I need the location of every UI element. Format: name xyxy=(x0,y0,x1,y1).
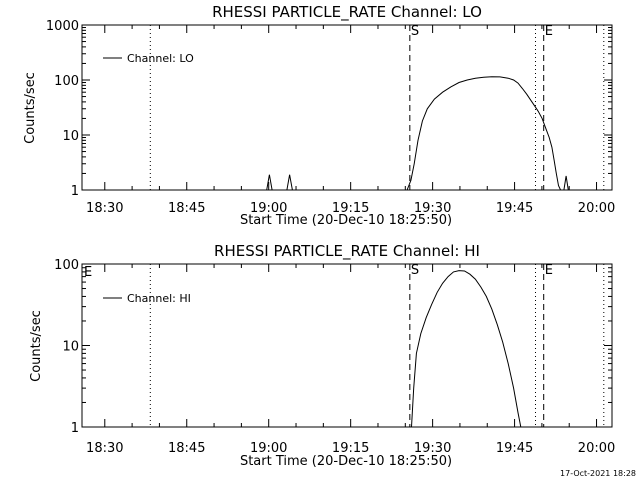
panel-lo-y-label: Counts/sec xyxy=(23,72,38,144)
panel-lo-x-label: Start Time (20-Dec-10 18:25:50) xyxy=(240,213,452,228)
panel-hi-x-label: Start Time (20-Dec-10 18:25:50) xyxy=(240,454,452,469)
panel-hi-y-tick-label-100: 100 xyxy=(54,258,79,273)
panel-hi-x-tick-label: 18:30 xyxy=(86,441,123,456)
panel-lo-series-line-1 xyxy=(286,174,293,191)
panel-lo-x-tick-label: 19:30 xyxy=(414,201,451,216)
panel-lo-x-tick-label: 20:00 xyxy=(578,201,615,216)
panel-hi-legend-label: Channel: HI xyxy=(127,292,191,305)
panel-hi-x-tick-label: 19:45 xyxy=(496,441,533,456)
panel-lo-y-tick-label-10: 10 xyxy=(62,129,79,144)
panel-lo-legend-label: Channel: LO xyxy=(127,52,194,65)
panel-lo-x-tick-label: 18:30 xyxy=(86,201,123,216)
panel-hi: RHESSI PARTICLE_RATE Channel: HI E 1 10 10… xyxy=(29,242,615,469)
panel-hi-marker-label-E: E xyxy=(545,263,553,278)
panel-lo-plot-frame xyxy=(81,24,613,191)
panel-lo-marker-label-S: S xyxy=(411,24,419,39)
panel-hi-series-line-0 xyxy=(411,270,522,428)
panel-hi-y-axis: 1 10 100 xyxy=(54,258,612,436)
panel-hi-y-tick-label-10: 10 xyxy=(62,340,79,355)
panel-hi-x-axis: 18:30 18:45 19:00 19:15 19:30 19:45 20:00 xyxy=(86,264,615,456)
panel-lo-x-tick-label: 19:45 xyxy=(496,201,533,216)
panel-lo-series xyxy=(266,76,569,191)
panel-hi-x-tick-label: 20:00 xyxy=(578,441,615,456)
panel-hi-series xyxy=(411,270,522,428)
panel-lo-y-axis: 1 10 100 1000 xyxy=(46,19,612,199)
panel-hi-x-tick-label: 19:00 xyxy=(250,441,287,456)
panel-lo-x-tick-label: 19:15 xyxy=(332,201,369,216)
panel-lo-y-tick-label-100: 100 xyxy=(54,74,79,89)
panel-hi-y-tick-label-1: 1 xyxy=(71,421,79,436)
panel-lo: RHESSI PARTICLE_RATE Channel: LO 1101001… xyxy=(23,3,615,228)
panel-lo-x-axis: 18:30 18:45 19:00 19:15 19:30 19:45 20:00 xyxy=(86,25,615,216)
panel-lo-x-tick-label: 19:00 xyxy=(250,201,287,216)
panel-lo-y-tick-label-1: 1 xyxy=(71,184,79,199)
panel-lo-x-tick-label: 18:45 xyxy=(168,201,205,216)
panel-lo-marker-label-E: E xyxy=(545,24,553,39)
panel-hi-x-tick-label: 18:45 xyxy=(168,441,205,456)
panel-lo-series-line-0 xyxy=(266,174,273,191)
panel-hi-marker-label-S: S xyxy=(411,263,419,278)
panel-lo-title: RHESSI PARTICLE_RATE Channel: LO xyxy=(212,3,482,22)
panel-lo-y-tick-label-1000: 1000 xyxy=(46,19,79,34)
panel-lo-series-line-3 xyxy=(563,175,569,191)
panel-lo-series-line-2 xyxy=(406,76,562,191)
panel-hi-x-tick-label: 19:15 xyxy=(332,441,369,456)
panel-hi-left-mark: E xyxy=(84,265,92,280)
panel-hi-y-label: Counts/sec xyxy=(29,310,44,382)
timestamp-footer: 17-Oct-2021 18:28 xyxy=(560,469,636,478)
panel-hi-title: RHESSI PARTICLE_RATE Channel: HI xyxy=(214,242,480,261)
panel-hi-x-tick-label: 19:30 xyxy=(414,441,451,456)
